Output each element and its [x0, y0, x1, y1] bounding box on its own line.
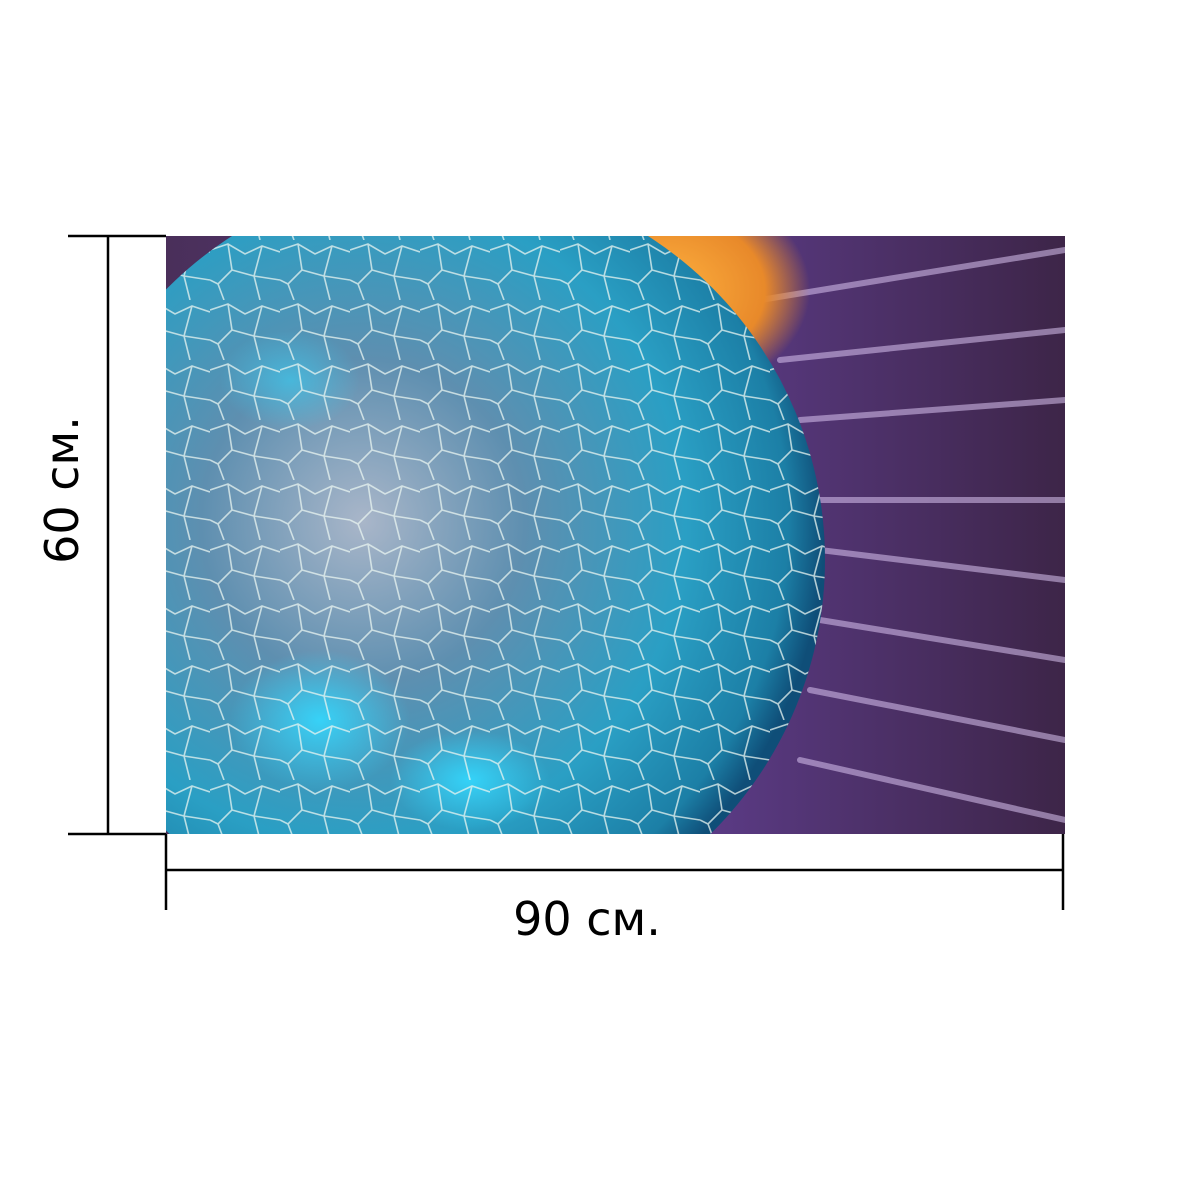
product-photo — [166, 236, 1065, 834]
width-label: 90 см. — [513, 892, 661, 946]
height-label: 60 см. — [35, 416, 89, 564]
crack-pattern — [166, 236, 825, 834]
light-streaks — [757, 247, 1065, 823]
